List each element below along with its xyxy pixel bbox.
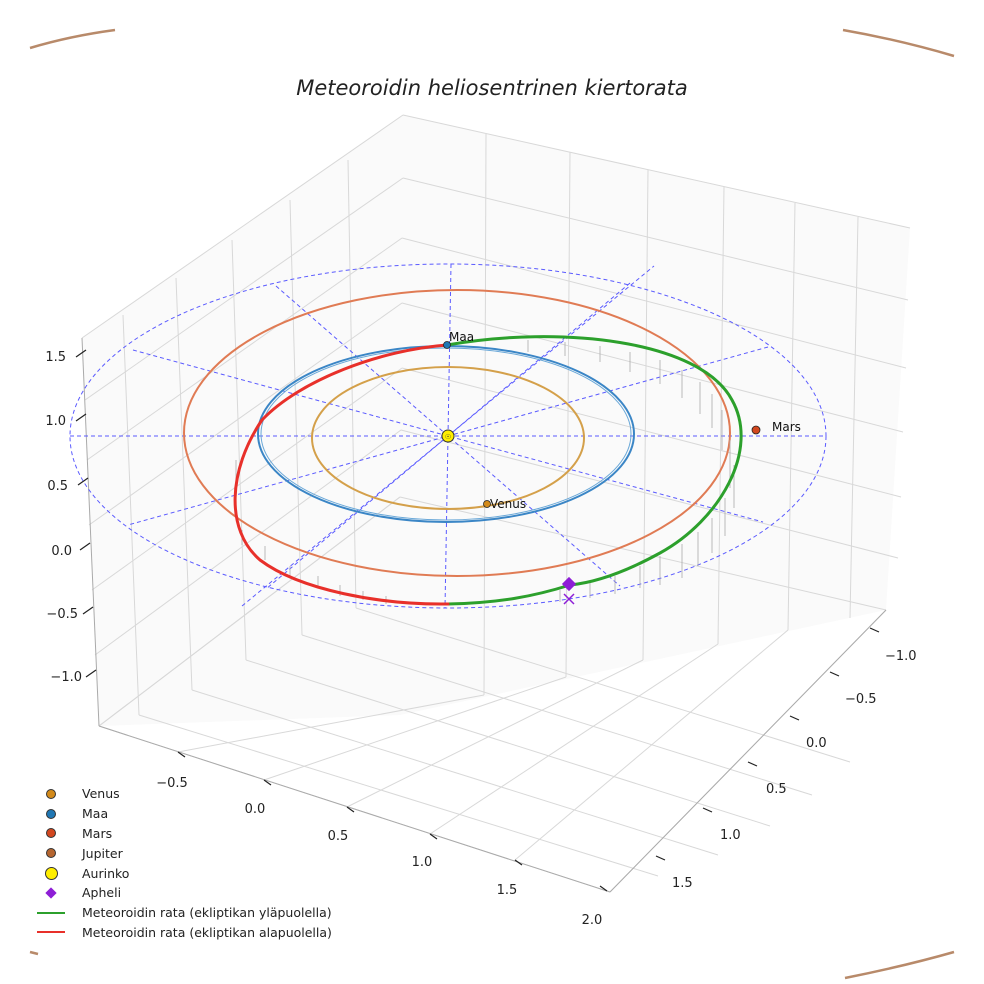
- z-tick-label: −0.5: [46, 607, 78, 622]
- mars-orbit: [183, 289, 731, 577]
- trajectory-below-ecliptic: [233, 343, 450, 606]
- x-tick-label: 1.0: [412, 855, 433, 870]
- axis-panes: [82, 115, 910, 726]
- z-tick-label: 1.5: [45, 350, 66, 365]
- sun-glyph: ☉: [445, 434, 451, 441]
- jupiter-arc-bottom-left: [29, 950, 39, 956]
- chart-title: Meteoroidin heliosentrinen kiertorata: [296, 76, 688, 100]
- legend-label: Mars: [82, 825, 113, 841]
- legend-label: Apheli: [82, 885, 122, 901]
- earth-legend-icon: [46, 808, 56, 819]
- z-tick-label: 1.0: [45, 414, 66, 429]
- venus-label: Venus: [490, 497, 526, 511]
- legend-label: Maa: [82, 806, 109, 822]
- meteoroid-trajectory: [233, 335, 743, 606]
- z-tick-label: 0.0: [51, 544, 72, 559]
- legend-item-maa: Maa: [30, 804, 332, 824]
- legend: Venus Maa Mars Jupiter Aurinko Apheli Me…: [30, 784, 332, 942]
- x-tick-label: 2.0: [582, 913, 603, 928]
- y-tick-label: 1.0: [720, 828, 741, 843]
- green-line-legend-icon: [37, 911, 65, 914]
- x-tick-label: −0.5: [156, 776, 188, 791]
- legend-label: Venus: [82, 786, 120, 802]
- sun-legend-icon: [44, 866, 58, 880]
- sun-marker: [441, 429, 455, 443]
- jupiter-legend-icon: [46, 848, 56, 859]
- venus-orbit: [311, 366, 585, 510]
- legend-label: Meteoroidin rata (ekliptikan yläpuolella…: [82, 905, 332, 921]
- y-tick-label: −0.5: [845, 692, 877, 707]
- venus-legend-icon: [46, 788, 56, 799]
- legend-label: Aurinko: [82, 865, 130, 881]
- y-tick-label: −1.0: [885, 649, 917, 664]
- y-tick-labels: −1.0 −0.5 0.0 0.5 1.0 1.5: [672, 649, 917, 891]
- red-line-legend-icon: [37, 931, 65, 934]
- aphelion-legend-icon: [45, 887, 57, 899]
- jupiter-orbit-arcs: [29, 28, 955, 980]
- axis-edges: [81, 337, 887, 893]
- y-tick-label: 0.0: [806, 736, 827, 751]
- venus-marker: [483, 500, 491, 508]
- legend-item-apheli: Apheli: [30, 883, 332, 903]
- trajectory-above-ecliptic: [445, 335, 743, 606]
- legend-item-venus: Venus: [30, 784, 332, 804]
- earth-marker: [443, 341, 451, 349]
- x-tick-label: 1.5: [497, 883, 518, 898]
- legend-item-mars: Mars: [30, 824, 332, 844]
- ecliptic-circle: [69, 263, 827, 609]
- grid: [81, 114, 911, 893]
- x-tick-label: 0.5: [328, 829, 349, 844]
- legend-label: Meteoroidin rata (ekliptikan alapuolella…: [82, 924, 332, 940]
- y-tick-label: 0.5: [766, 782, 787, 797]
- legend-item-jupiter: Jupiter: [30, 843, 332, 863]
- jupiter-arc-top-right: [842, 28, 955, 58]
- legend-label: Jupiter: [82, 845, 123, 861]
- legend-item-trajectory-above: Meteoroidin rata (ekliptikan yläpuolella…: [30, 903, 332, 923]
- mars-legend-icon: [46, 828, 56, 839]
- earth-label: Maa: [449, 330, 474, 344]
- x-tick-labels: −0.5 0.0 0.5 1.0 1.5 2.0: [156, 776, 602, 928]
- legend-item-trajectory-below: Meteoroidin rata (ekliptikan alapuolella…: [30, 923, 332, 943]
- z-tick-label: 0.5: [47, 479, 68, 494]
- bodies: ☉ Maa Mars Venus: [441, 330, 801, 605]
- mars-label: Mars: [772, 420, 801, 434]
- y-tick-label: 1.5: [672, 876, 693, 891]
- jupiter-arc-top-left: [29, 28, 116, 50]
- z-tick-labels: 1.5 1.0 0.5 0.0 −0.5 −1.0: [45, 350, 82, 685]
- aphelion-projection-cross: [563, 593, 575, 605]
- jupiter-arc-bottom-right: [844, 950, 955, 980]
- z-tick-label: −1.0: [50, 670, 82, 685]
- x-tick-label: 0.0: [245, 802, 266, 817]
- legend-item-aurinko: Aurinko: [30, 863, 332, 883]
- tick-marks: [75, 349, 880, 892]
- aphelion-marker: [561, 576, 577, 592]
- mars-marker: [751, 425, 761, 435]
